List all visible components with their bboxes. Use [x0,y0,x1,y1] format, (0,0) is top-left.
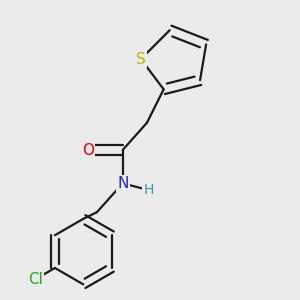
Text: O: O [82,142,94,158]
Text: H: H [143,183,154,197]
Text: N: N [117,176,128,191]
Text: Cl: Cl [28,272,43,286]
Text: S: S [136,52,146,67]
